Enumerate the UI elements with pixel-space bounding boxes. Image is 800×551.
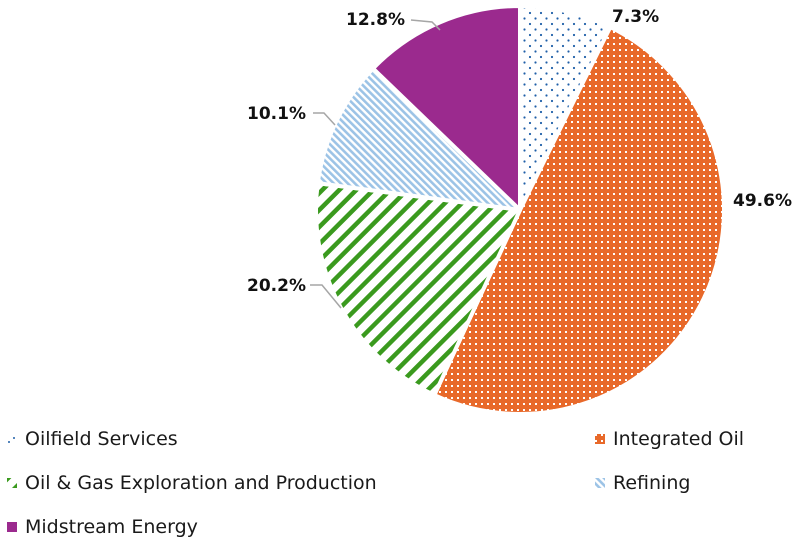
data-label: 10.1% bbox=[247, 104, 306, 124]
leader-line bbox=[310, 284, 342, 309]
legend-item-oilfield-services: Oilfield Services bbox=[6, 428, 178, 450]
legend-item-refining: Refining bbox=[594, 472, 690, 494]
legend-item-integrated-oil: Integrated Oil bbox=[594, 428, 744, 450]
pie-slice-oil-gas-exploration-and-production bbox=[314, 181, 522, 398]
legend-label: Integrated Oil bbox=[613, 428, 745, 450]
legend-label: Refining bbox=[613, 472, 691, 494]
legend-label: Oilfield Services bbox=[25, 428, 178, 450]
pie-slice-integrated-oil bbox=[432, 25, 726, 416]
data-label: 7.3% bbox=[612, 7, 659, 27]
data-label: 49.6% bbox=[733, 191, 792, 211]
legend-swatch-integrated-oil bbox=[595, 434, 605, 444]
legend-item-midstream-energy: Midstream Energy bbox=[6, 516, 198, 538]
legend-label: Midstream Energy bbox=[25, 516, 198, 538]
pie-slice-refining bbox=[315, 66, 522, 212]
pie-chart: 7.3% 49.6% 20.2% 10.1% 12.8% bbox=[247, 4, 792, 416]
legend-swatch-refining bbox=[595, 478, 605, 488]
legend-item-oil-gas-ep: Oil & Gas Exploration and Production bbox=[6, 472, 377, 494]
legend-label: Oil & Gas Exploration and Production bbox=[25, 472, 377, 494]
data-label: 12.8% bbox=[346, 10, 405, 30]
data-label: 20.2% bbox=[247, 276, 306, 296]
pie-slice-midstream-energy bbox=[371, 4, 522, 212]
legend-swatch-midstream-energy bbox=[7, 522, 17, 532]
legend: Oilfield Services Integrated Oil Oil & G… bbox=[0, 420, 800, 551]
legend-swatch-oil-gas-ep bbox=[7, 478, 17, 488]
leader-line bbox=[410, 19, 441, 31]
leader-line bbox=[313, 112, 336, 126]
legend-swatch-oilfield-services bbox=[8, 437, 15, 443]
